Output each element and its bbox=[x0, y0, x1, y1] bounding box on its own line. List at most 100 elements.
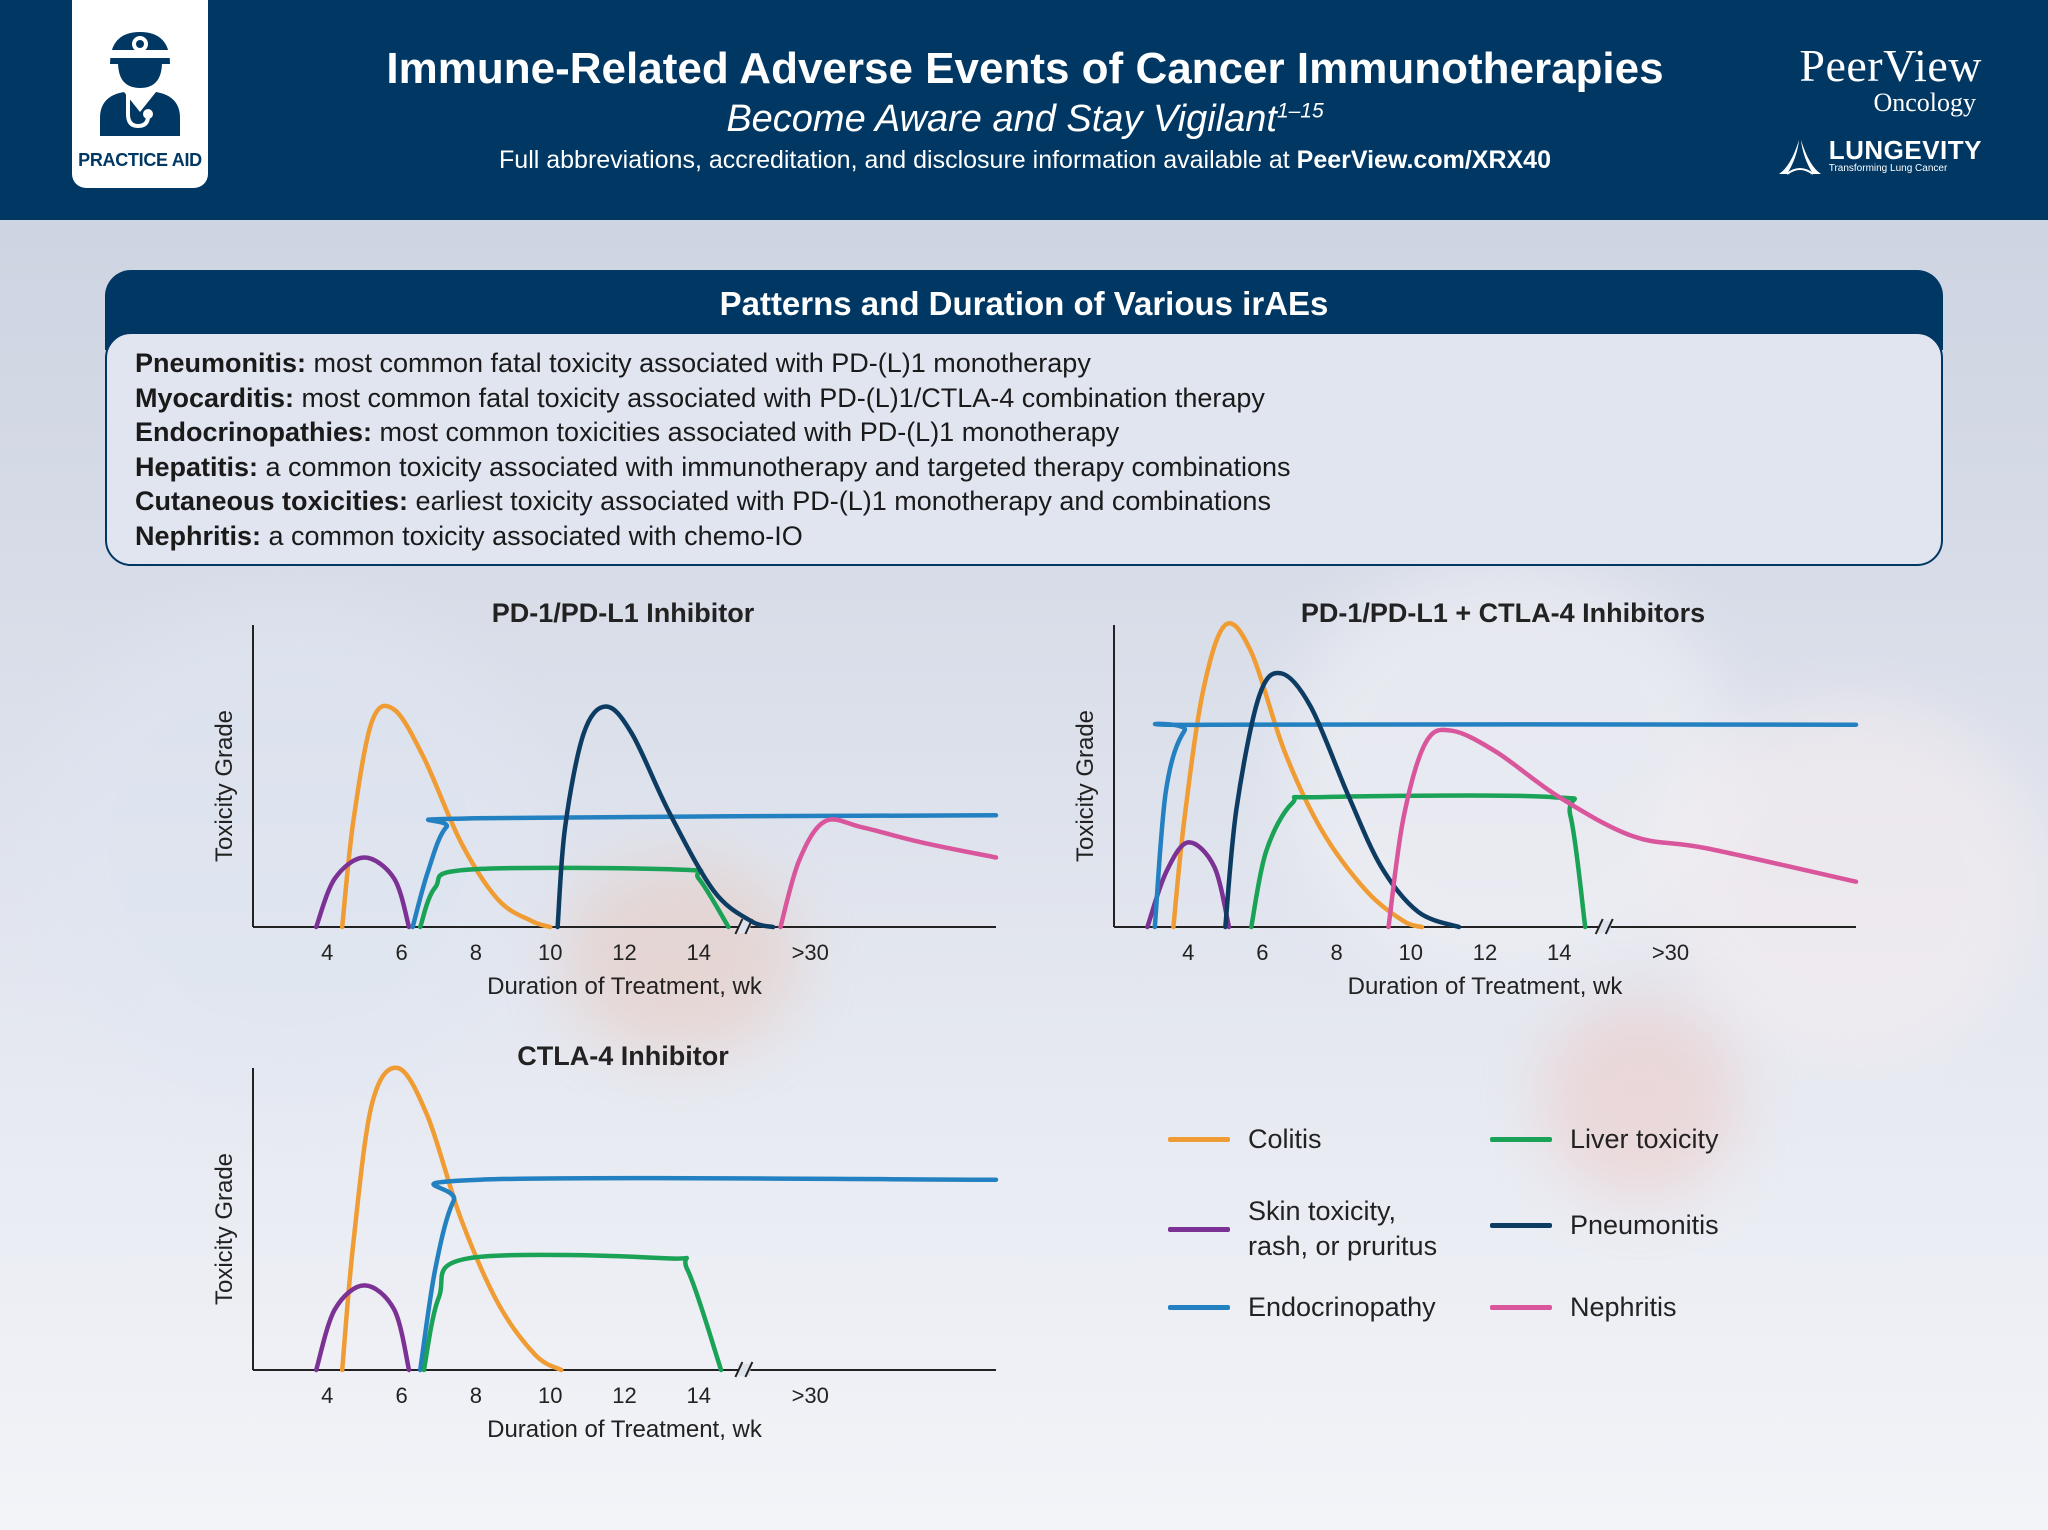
series-line-endocrinopathy bbox=[410, 813, 999, 930]
pattern-desc: most common toxicities associated with P… bbox=[372, 417, 1120, 448]
legend-item-colitis: Colitis bbox=[1168, 1122, 1322, 1157]
legend-swatch bbox=[1490, 1305, 1552, 1310]
series-line-nephritis bbox=[778, 817, 999, 930]
series-line-pneumonitis bbox=[555, 704, 776, 930]
x-axis-label: Duration of Treatment, wk bbox=[1348, 973, 1624, 1000]
series-line-endocrinopathy bbox=[417, 1175, 999, 1373]
x-tick-label: >30 bbox=[792, 1383, 829, 1408]
patterns-panel: Patterns and Duration of Various irAEs P… bbox=[105, 270, 1943, 566]
patterns-body: Pneumonitis: most common fatal toxicity … bbox=[105, 332, 1943, 566]
series-line-skin bbox=[313, 1283, 412, 1373]
legend-label: Liver toxicity bbox=[1570, 1124, 1719, 1154]
pattern-term: Pneumonitis: bbox=[135, 348, 307, 378]
info-text: Full abbreviations, accreditation, and d… bbox=[499, 146, 1297, 174]
chart-title-combo: PD-1/PD-L1 + CTLA-4 Inhibitors bbox=[1300, 598, 1706, 628]
legend-label: Nephritis bbox=[1570, 1292, 1677, 1322]
legend-item-liver: Liver toxicity bbox=[1490, 1122, 1719, 1157]
pattern-desc: a common toxicity associated with immuno… bbox=[258, 451, 1291, 482]
chart-legend: Colitis Liver toxicity Skin toxicity, rash… bbox=[1168, 1122, 1808, 1352]
chart-title-ctla4: CTLA-4 Inhibitor bbox=[517, 1041, 729, 1071]
legend-swatch bbox=[1168, 1226, 1230, 1232]
y-axis-label: Toxicity Grade bbox=[1072, 710, 1099, 862]
series-line-colitis bbox=[1171, 621, 1425, 930]
doctor-icon bbox=[100, 32, 180, 136]
x-tick-label: 10 bbox=[538, 940, 562, 965]
pattern-item: Nephritis: a common toxicity associated … bbox=[135, 519, 1291, 554]
info-line: Full abbreviations, accreditation, and d… bbox=[300, 146, 1750, 175]
legend-item-endocrinopathy: Endocrinopathy bbox=[1168, 1290, 1436, 1325]
background-blob bbox=[40, 600, 540, 1100]
pattern-item: Cutaneous toxicities: earliest toxicity … bbox=[135, 484, 1291, 519]
series-line-pneumonitis bbox=[1223, 670, 1462, 930]
logo-sub: Oncology bbox=[1873, 88, 1976, 117]
series-line-colitis bbox=[339, 703, 553, 930]
legend-swatch bbox=[1490, 1223, 1552, 1228]
x-tick-label: 12 bbox=[612, 940, 636, 965]
pattern-item: Myocarditis: most common fatal toxicity … bbox=[135, 381, 1291, 416]
x-tick-label: 8 bbox=[470, 940, 482, 965]
x-tick-label: >30 bbox=[792, 940, 829, 965]
legend-label: Endocrinopathy bbox=[1248, 1292, 1436, 1322]
partner-name: LUNGEVITY bbox=[1828, 135, 1982, 165]
legend-item-pneumonitis: Pneumonitis bbox=[1490, 1208, 1719, 1243]
x-tick-label: 10 bbox=[1399, 940, 1423, 965]
x-tick-label: 8 bbox=[1330, 940, 1342, 965]
patterns-list: Pneumonitis: most common fatal toxicity … bbox=[135, 346, 1291, 554]
x-axis-label: Duration of Treatment, wk bbox=[487, 973, 763, 1000]
legend-label: Colitis bbox=[1248, 1124, 1322, 1154]
lungevity-logo: LUNGEVITY Transforming Lung Cancer bbox=[1777, 136, 1982, 176]
lungevity-mark-icon bbox=[1778, 140, 1821, 175]
x-tick-label: 10 bbox=[538, 1383, 562, 1408]
x-axis-label: Duration of Treatment, wk bbox=[487, 1416, 763, 1443]
background-blob bbox=[560, 860, 800, 1060]
pattern-term: Myocarditis: bbox=[135, 382, 295, 413]
x-tick-label: 6 bbox=[395, 1383, 407, 1408]
axis-break bbox=[734, 918, 754, 935]
pattern-desc: most common fatal toxicity associated wi… bbox=[294, 382, 1265, 413]
series-line-endocrinopathy bbox=[1152, 721, 1859, 930]
header-banner: PRACTICE AID Immune-Related Adverse Even… bbox=[0, 0, 2048, 220]
pattern-desc: earliest toxicity associated with PD-(L)… bbox=[408, 486, 1271, 517]
x-tick-label: 14 bbox=[1547, 940, 1571, 965]
legend-label: Pneumonitis bbox=[1570, 1210, 1719, 1240]
subtitle-text: Become Aware and Stay Vigilant bbox=[726, 98, 1277, 140]
x-tick-label: 14 bbox=[687, 1383, 711, 1408]
series-line-liver bbox=[1249, 793, 1588, 930]
x-tick-label: 14 bbox=[687, 940, 711, 965]
series-line-nephritis bbox=[1386, 727, 1859, 930]
legend-swatch bbox=[1168, 1305, 1230, 1310]
logo-name: PeerView bbox=[1799, 40, 1982, 91]
x-tick-label: 4 bbox=[321, 1383, 333, 1408]
legend-item-nephritis: Nephritis bbox=[1490, 1290, 1677, 1325]
series-line-liver bbox=[417, 865, 731, 930]
info-link[interactable]: PeerView.com/XRX40 bbox=[1296, 146, 1551, 174]
page-title: Immune-Related Adverse Events of Cancer … bbox=[386, 44, 1664, 93]
background-blob bbox=[1540, 1000, 1740, 1200]
pattern-desc: a common toxicity associated with chemo-… bbox=[261, 520, 803, 551]
badge-label: PRACTICE AID bbox=[78, 150, 202, 170]
pattern-term: Nephritis: bbox=[135, 520, 262, 551]
pattern-item: Pneumonitis: most common fatal toxicity … bbox=[135, 346, 1291, 381]
series-line-liver bbox=[421, 1252, 724, 1373]
x-tick-label: 12 bbox=[1473, 940, 1497, 965]
pattern-desc: most common fatal toxicity associated wi… bbox=[306, 348, 1091, 378]
y-axis-label: Toxicity Grade bbox=[211, 1153, 238, 1305]
subtitle-refs: 1–15 bbox=[1276, 99, 1324, 123]
page-subtitle: Become Aware and Stay Vigilant1–15 bbox=[300, 98, 1750, 141]
pattern-term: Cutaneous toxicities: bbox=[135, 486, 409, 517]
legend-swatch bbox=[1168, 1137, 1230, 1142]
partner-tagline: Transforming Lung Cancer bbox=[1828, 163, 1948, 174]
x-tick-label: 4 bbox=[321, 940, 333, 965]
chart-title-pd1: PD-1/PD-L1 Inhibitor bbox=[491, 598, 755, 628]
legend-item-skin: Skin toxicity, rash, or pruritus bbox=[1168, 1194, 1437, 1264]
x-tick-label: 6 bbox=[395, 940, 407, 965]
axis-break bbox=[734, 1361, 754, 1378]
series-line-skin bbox=[313, 855, 412, 930]
y-axis-label: Toxicity Grade bbox=[211, 710, 238, 862]
pattern-item: Hepatitis: a common toxicity associated … bbox=[135, 450, 1291, 485]
axis-break bbox=[1594, 918, 1614, 935]
pattern-item: Endocrinopathies: most common toxicities… bbox=[135, 415, 1291, 450]
